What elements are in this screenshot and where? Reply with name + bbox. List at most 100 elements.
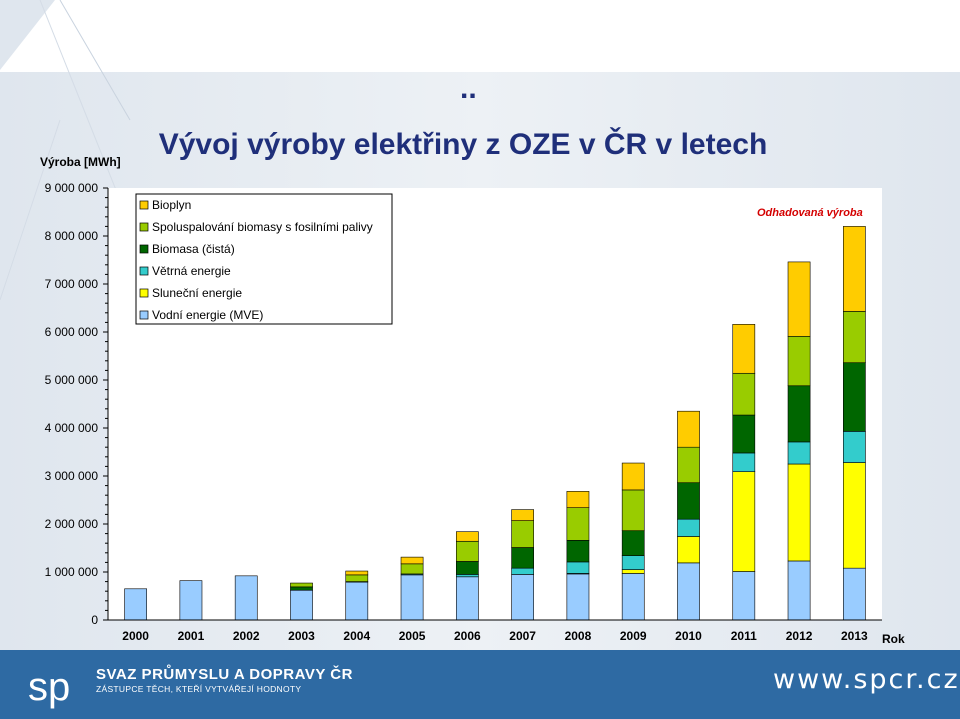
bar-segment: [787, 441, 811, 465]
x-tick-label: 2003: [288, 629, 315, 643]
x-tick-label: 2009: [620, 629, 647, 643]
bar-segment: [842, 567, 866, 621]
y-axis-label: Výroba [MWh]: [40, 155, 121, 169]
legend-label: Sluneční energie: [152, 286, 242, 300]
bar-segment: [455, 574, 479, 578]
chart: 0 1 000 000 2 000 000 3 000 000 4 000 000 5 0…: [40, 155, 905, 646]
y-tick-label: 9 000 000: [45, 181, 99, 195]
bar-segment: [621, 555, 645, 570]
bar-segment: [345, 581, 369, 621]
bar-segment: [732, 372, 756, 416]
bar-segment: [511, 574, 535, 621]
x-tick-label: 2002: [233, 629, 260, 643]
bar-segment: [234, 575, 258, 621]
bar-segment: [290, 582, 313, 588]
x-tick-label: 2000: [122, 629, 149, 643]
bar-segment: [621, 489, 645, 532]
x-axis: 2000 2001 2002 2003 2004 2005 2006 2007 2008 2009…: [108, 619, 882, 643]
estimate-note: Odhadovaná výroba: [757, 207, 863, 219]
bar-segment: [455, 561, 479, 575]
bars: [124, 226, 866, 621]
y-tick-label: 0: [91, 613, 98, 627]
bar-segment: [787, 385, 811, 443]
legend: Bioplyn Spoluspalování biomasy s fosilním…: [135, 193, 393, 325]
legend-label: Spoluspalování biomasy s fosilními paliv…: [152, 220, 373, 234]
website: www.spcr.cz: [773, 664, 960, 695]
bar-segment: [511, 567, 535, 575]
org-name: SVAZ PRŮMYSLU A DOPRAVY ČR: [96, 664, 353, 683]
bar-segment: [842, 226, 866, 312]
bar-segment: [732, 414, 756, 454]
bar-segment: [455, 540, 479, 562]
bar-segment: [566, 491, 590, 508]
bar-segment: [732, 571, 756, 621]
legend-label: Biomasa (čistá): [152, 242, 235, 256]
bar-segment: [345, 574, 369, 582]
y-axis: 0 1 000 000 2 000 000 3 000 000 4 000 000 5 0…: [45, 181, 109, 627]
y-tick-label: 4 000 000: [45, 421, 99, 435]
bar-segment: [787, 463, 811, 562]
bar-segment: [455, 531, 479, 542]
x-tick-label: 2005: [399, 629, 426, 643]
y-tick-label: 5 000 000: [45, 373, 99, 387]
bar-segment: [511, 509, 535, 521]
x-tick-label: 2008: [565, 629, 592, 643]
y-tick-label: 1 000 000: [45, 565, 99, 579]
bar-segment: [842, 462, 866, 569]
x-tick-label: 2007: [509, 629, 536, 643]
bar-segment: [400, 556, 424, 565]
x-tick-label: 2012: [786, 629, 813, 643]
bar-segment: [732, 471, 756, 572]
bar-segment: [290, 586, 313, 591]
y-tick-label: 8 000 000: [45, 229, 99, 243]
bar-segment: [787, 261, 811, 337]
legend-label: Vodní energie (MVE): [152, 308, 263, 322]
bar-segment: [566, 507, 590, 541]
bar-segment: [842, 311, 866, 364]
y-tick-label: 7 000 000: [45, 277, 99, 291]
bar-segment: [732, 452, 756, 472]
bar-segment: [677, 536, 700, 564]
bar-segment: [345, 570, 369, 576]
x-tick-label: 2010: [675, 629, 702, 643]
legend-label: Větrná energie: [152, 264, 231, 278]
sp-logo-text: sp: [28, 665, 70, 709]
legend-label: Bioplyn: [152, 198, 191, 212]
legend-swatch: [139, 310, 149, 320]
legend-swatch: [139, 288, 149, 298]
bar-segment: [290, 589, 313, 621]
x-tick-label: 2001: [178, 629, 205, 643]
sp-logo: sp: [28, 665, 70, 709]
bar-segment: [400, 563, 424, 575]
title-dots: ..: [460, 72, 477, 105]
chart-title: Vývoj výroby elektřiny z OZE v ČR v lete…: [159, 127, 768, 161]
bar-segment: [566, 540, 590, 563]
x-tick-label: 2013: [841, 629, 868, 643]
footer-bar: [0, 650, 960, 719]
bar-segment: [124, 588, 148, 621]
bar-segment: [677, 482, 700, 520]
x-tick-label: 2004: [343, 629, 370, 643]
bar-segment: [511, 547, 535, 569]
bar-segment: [621, 573, 645, 621]
bar-segment: [732, 324, 756, 374]
legend-box: [135, 193, 393, 325]
bar-segment: [400, 574, 424, 621]
y-tick-label: 2 000 000: [45, 517, 99, 531]
legend-swatch: [139, 266, 149, 276]
bar-segment: [677, 446, 700, 484]
bar-segment: [621, 462, 645, 491]
org-tagline: ZÁSTUPCE TĚCH, KTEŘÍ VYTVÁŘEJÍ HODNOTY: [96, 684, 301, 694]
bar-segment: [677, 410, 700, 448]
bar-segment: [842, 362, 866, 432]
bar-segment: [621, 530, 645, 556]
bar-segment: [455, 576, 479, 621]
bar-segment: [842, 431, 866, 463]
bar-segment: [511, 520, 535, 548]
x-tick-label: 2011: [731, 629, 757, 643]
bar-segment: [566, 561, 590, 574]
x-tick-label: 2006: [454, 629, 481, 643]
legend-swatch: [139, 244, 149, 254]
y-tick-label: 3 000 000: [45, 469, 99, 483]
footer: sp SVAZ PRŮMYSLU A DOPRAVY ČR ZÁSTUPCE T…: [0, 650, 960, 719]
